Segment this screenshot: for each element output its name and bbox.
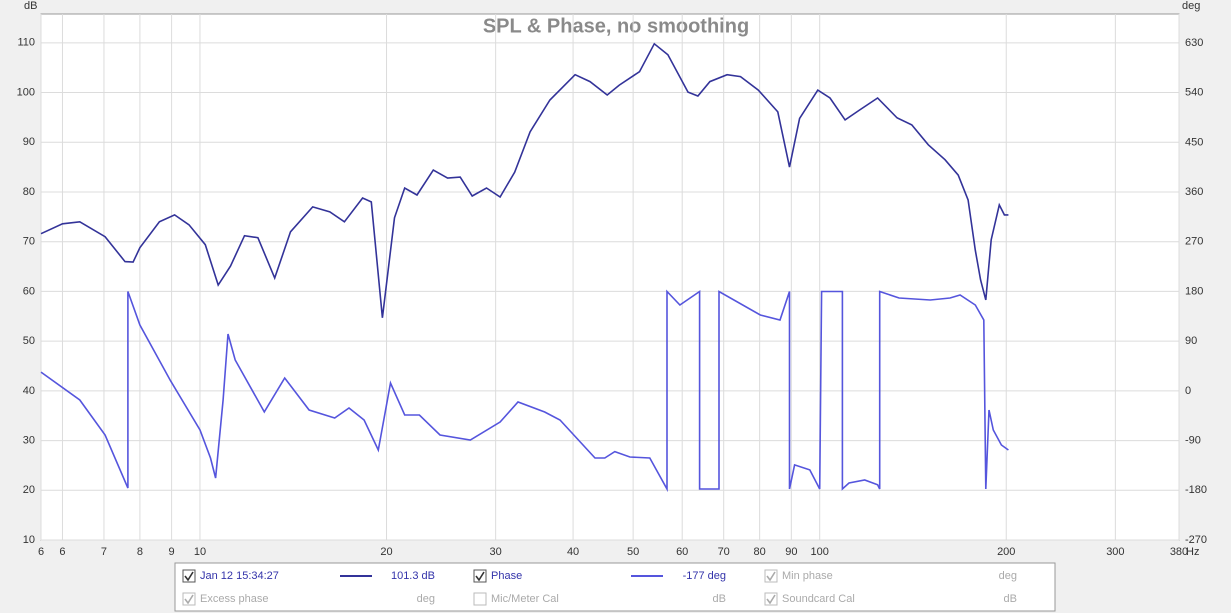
- x-tick-label: 9: [169, 546, 175, 558]
- y2-tick-label: 0: [1185, 385, 1191, 397]
- x-tick-label: 300: [1106, 546, 1124, 558]
- x-tick-label: 6: [59, 546, 65, 558]
- y-tick-label: 110: [17, 37, 35, 49]
- y-tick-label: 100: [17, 86, 35, 98]
- x-axis-unit: Hz: [1186, 546, 1199, 558]
- x-tick-label: 380: [1170, 546, 1188, 558]
- legend-label: Mic/Meter Cal: [491, 593, 559, 605]
- x-tick-label: 70: [718, 546, 730, 558]
- checkmark: [766, 594, 776, 605]
- legend-readout: deg: [999, 570, 1017, 582]
- x-tick-label: 80: [754, 546, 766, 558]
- y2-tick-label: 450: [1185, 136, 1203, 148]
- y-tick-label: 10: [23, 534, 35, 546]
- y2-tick-label: -270: [1185, 534, 1207, 546]
- legend-panel: [174, 562, 1056, 612]
- checkbox[interactable]: [182, 569, 196, 583]
- y-tick-label: 30: [23, 434, 35, 446]
- checkmark: [184, 594, 194, 605]
- legend-label: Jan 12 15:34:27: [200, 570, 279, 582]
- checkbox[interactable]: [764, 592, 778, 606]
- y2-tick-label: 180: [1185, 285, 1203, 297]
- legend-readout: -177 deg: [683, 570, 726, 582]
- x-tick-label: 40: [567, 546, 579, 558]
- y2-tick-label: 360: [1185, 186, 1203, 198]
- y-tick-label: 60: [23, 285, 35, 297]
- y2-tick-label: 540: [1185, 87, 1203, 99]
- x-tick-label: 100: [811, 546, 829, 558]
- x-tick-label: 30: [490, 546, 502, 558]
- series-line: [40, 42, 1009, 318]
- y-tick-label: 80: [23, 186, 35, 198]
- y-tick-label: 70: [23, 236, 35, 248]
- y2-tick-label: 630: [1185, 37, 1203, 49]
- chart-title: SPL & Phase, no smoothing: [483, 15, 749, 37]
- y2-tick-label: 270: [1185, 236, 1203, 248]
- x-tick-label: 60: [676, 546, 688, 558]
- legend-label: Min phase: [782, 570, 833, 582]
- y2-tick-label: -90: [1185, 435, 1201, 447]
- y2-tick-label: -180: [1185, 484, 1207, 496]
- legend-label: Phase: [491, 570, 522, 582]
- legend-label: Excess phase: [200, 593, 268, 605]
- x-tick-label: 8: [137, 546, 143, 558]
- x-tick-label: 200: [997, 546, 1015, 558]
- y-tick-label: 50: [23, 335, 35, 347]
- legend-readout: dB: [1004, 593, 1017, 605]
- checkbox[interactable]: [473, 569, 487, 583]
- y-tick-label: 20: [23, 484, 35, 496]
- legend-readout: dB: [713, 593, 726, 605]
- plot-area: [40, 13, 1180, 541]
- legend-readout: 101.3 dB: [391, 570, 435, 582]
- checkbox[interactable]: [182, 592, 196, 606]
- x-tick-label: 10: [194, 546, 206, 558]
- x-tick-label: 6: [38, 546, 44, 558]
- x-tick-label: 90: [785, 546, 797, 558]
- series-line: [40, 289, 1009, 493]
- checkmark: [184, 571, 194, 582]
- x-tick-label: 7: [101, 546, 107, 558]
- checkbox[interactable]: [764, 569, 778, 583]
- x-tick-label: 50: [627, 546, 639, 558]
- y-tick-label: 40: [23, 385, 35, 397]
- y-tick-label: 90: [23, 136, 35, 148]
- legend-readout: deg: [417, 593, 435, 605]
- checkmark: [475, 571, 485, 582]
- checkbox[interactable]: [473, 592, 487, 606]
- legend-label: Soundcard Cal: [782, 593, 855, 605]
- y2-axis-label: deg: [1182, 0, 1200, 12]
- checkmark: [766, 571, 776, 582]
- y2-tick-label: 90: [1185, 335, 1197, 347]
- y-axis-label: dB: [24, 0, 37, 12]
- x-tick-label: 20: [380, 546, 392, 558]
